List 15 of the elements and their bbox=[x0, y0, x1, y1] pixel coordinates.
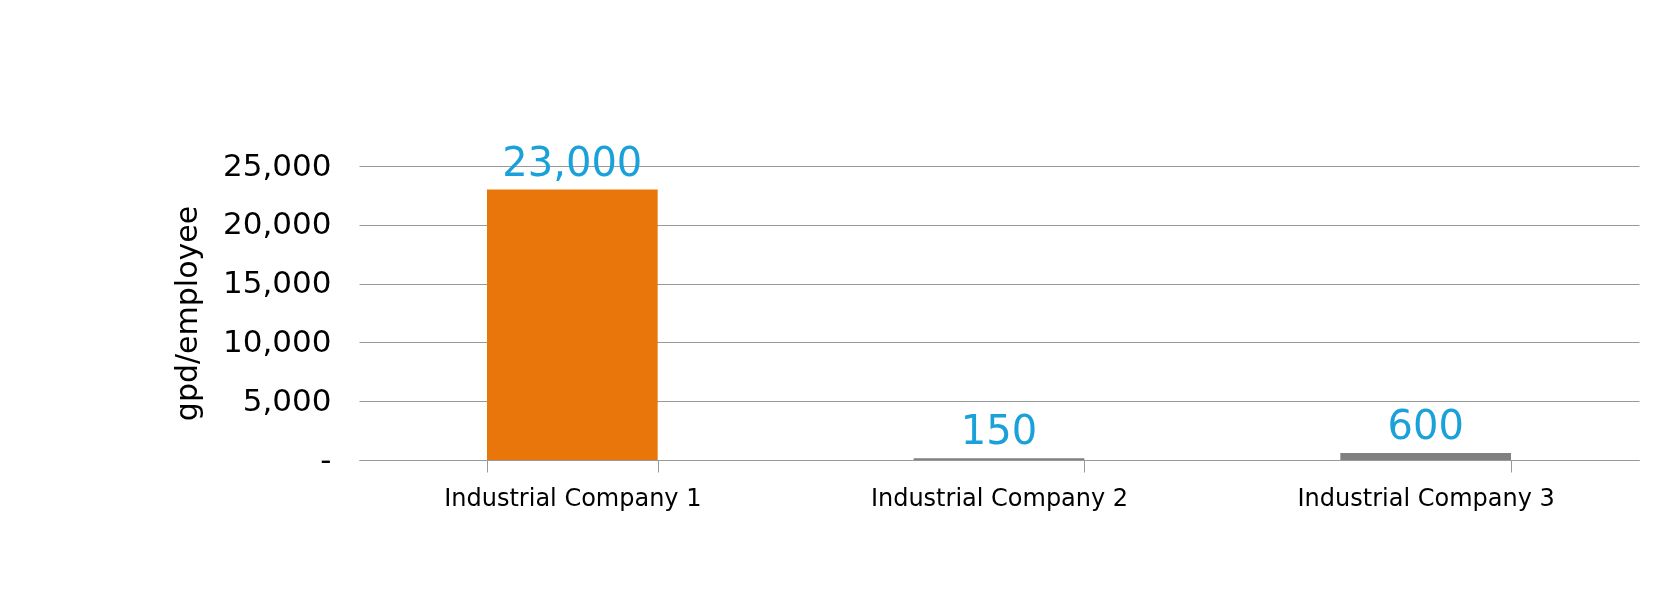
y-tick-label: 25,000 bbox=[223, 146, 332, 183]
y-tick-label: 5,000 bbox=[242, 381, 332, 418]
x-tick-label: Industrial Company 3 bbox=[1297, 483, 1555, 512]
data-label: 150 bbox=[960, 407, 1038, 454]
y-tick-label: 20,000 bbox=[223, 205, 332, 242]
x-tick-label: Industrial Company 1 bbox=[444, 483, 702, 512]
y-tick-label: 15,000 bbox=[223, 264, 332, 301]
data-label: 600 bbox=[1387, 401, 1464, 448]
y-axis-title: gpd/employee bbox=[169, 205, 205, 422]
data-label: 23,000 bbox=[502, 138, 643, 185]
bar bbox=[1340, 452, 1511, 460]
x-tick-label: Industrial Company 2 bbox=[870, 483, 1129, 512]
bar bbox=[487, 189, 658, 460]
y-tick-label: - bbox=[320, 440, 332, 477]
y-tick-label: 10,000 bbox=[223, 322, 332, 359]
